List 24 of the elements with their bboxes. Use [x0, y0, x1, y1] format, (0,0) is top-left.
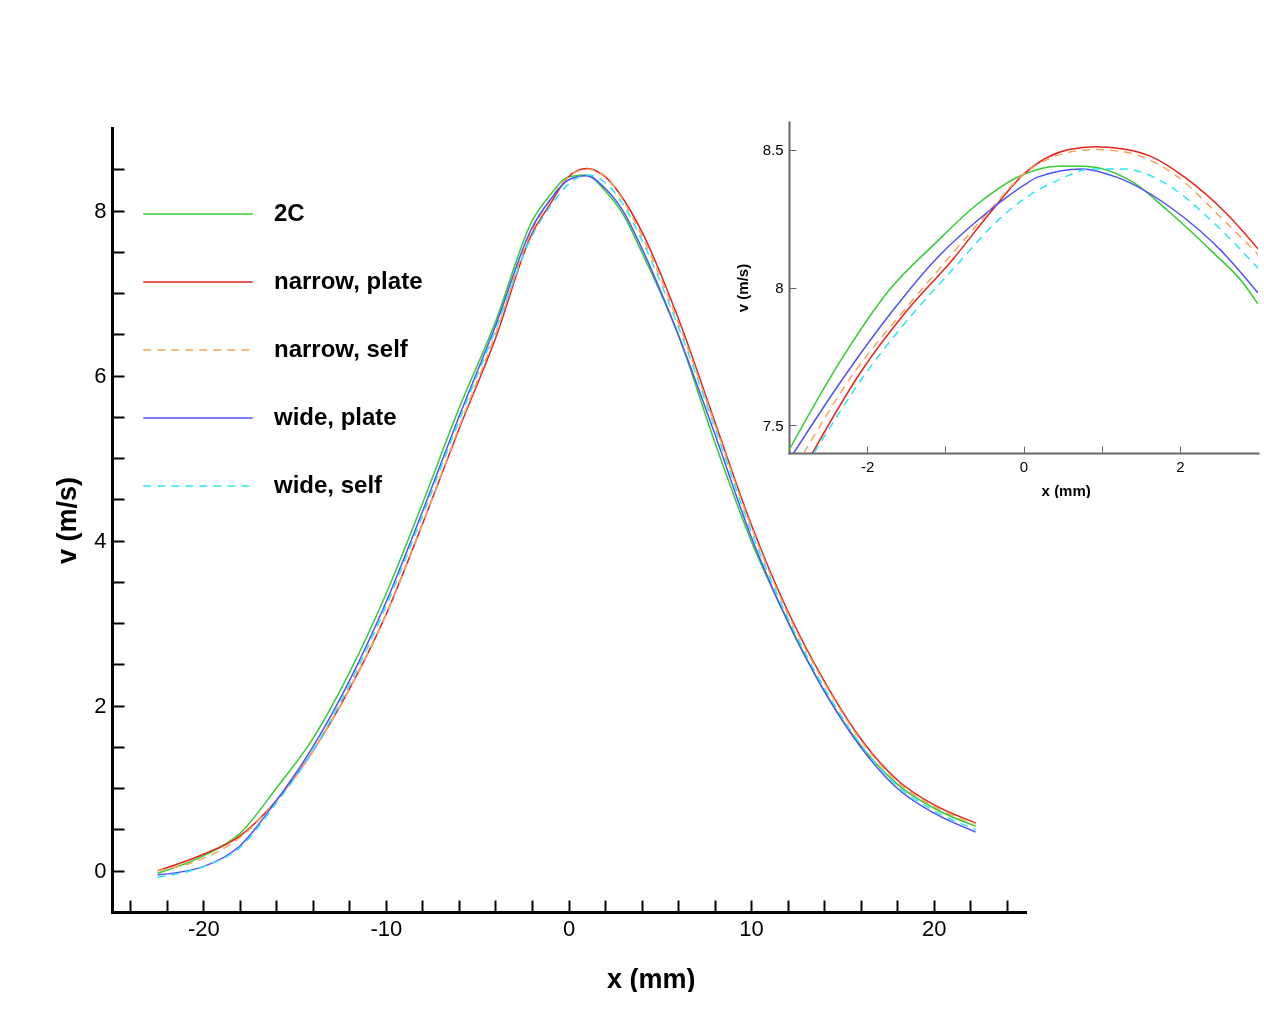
y-tick-label: 7.5: [762, 416, 784, 434]
y-tick-label: 0: [94, 858, 107, 884]
legend-label: wide, plate: [273, 403, 397, 430]
legend-label: narrow, self: [274, 335, 409, 362]
legend-label: wide, self: [273, 471, 384, 498]
x-tick-label: 0: [562, 915, 576, 941]
x-tick-label: -2: [860, 457, 875, 475]
y-tick-label: 8.5: [762, 141, 784, 159]
y-tick-label: 6: [94, 363, 107, 389]
y-tick-label: 8: [775, 279, 784, 296]
y-axis-title: v (m/s): [733, 263, 751, 313]
x-axis-title: x (mm): [1041, 481, 1091, 499]
legend-label: narrow, plate: [274, 267, 423, 294]
x-tick-label: 2: [1176, 457, 1185, 475]
x-tick-label: -10: [370, 915, 403, 941]
y-axis-title: v (m/s): [52, 476, 83, 565]
x-tick-label: -20: [187, 915, 220, 941]
x-tick-label: 10: [739, 915, 764, 941]
y-tick-label: 4: [94, 528, 107, 554]
y-tick-label: 2: [94, 693, 107, 719]
y-tick-label: 8: [94, 198, 107, 224]
legend-label: 2C: [274, 199, 305, 226]
x-tick-label: 20: [921, 915, 947, 941]
x-tick-label: 0: [1019, 457, 1029, 475]
